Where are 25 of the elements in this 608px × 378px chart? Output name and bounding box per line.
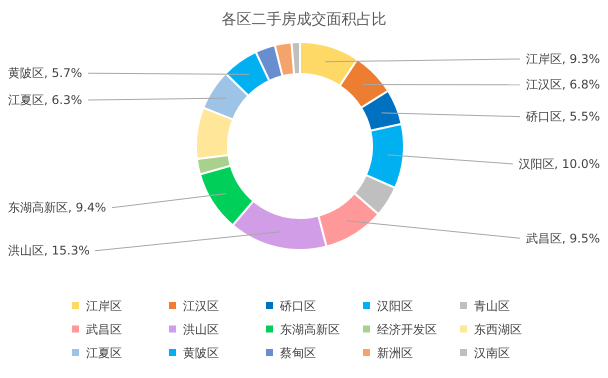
data-label: 武昌区, 9.5% <box>526 231 600 246</box>
legend-label: 经济开发区 <box>377 322 437 336</box>
legend-label: 硚口区 <box>279 299 316 313</box>
data-label: 江夏区, 6.3% <box>8 93 82 108</box>
legend-label: 黄陂区 <box>183 346 219 360</box>
chart-title: 各区二手房成交面积占比 <box>222 10 386 28</box>
legend-label: 江夏区 <box>86 346 122 360</box>
data-label: 黄陂区, 5.7% <box>8 66 82 80</box>
data-label: 江汉区, 6.8% <box>526 78 600 92</box>
legend-label: 蔡甸区 <box>280 346 316 360</box>
data-label: 硚口区, 5.5% <box>524 110 600 124</box>
legend-label: 汉南区 <box>474 346 510 360</box>
legend-label: 江岸区 <box>86 299 122 313</box>
legend-label: 青山区 <box>474 299 510 313</box>
legend-label: 武昌区 <box>86 322 122 336</box>
legend-label: 东西湖区 <box>474 322 522 336</box>
data-label: 江岸区, 9.3% <box>526 52 600 66</box>
legend-label: 汉阳区 <box>377 299 413 313</box>
data-label: 汉阳区, 10.0% <box>518 156 600 171</box>
data-label: 东湖高新区, 9.4% <box>8 200 106 215</box>
legend-label: 洪山区 <box>183 322 219 336</box>
legend-label: 江汉区 <box>183 299 219 313</box>
legend-label: 新洲区 <box>377 346 413 360</box>
data-label: 洪山区, 15.3% <box>8 244 90 258</box>
legend-label: 东湖高新区 <box>280 322 340 336</box>
